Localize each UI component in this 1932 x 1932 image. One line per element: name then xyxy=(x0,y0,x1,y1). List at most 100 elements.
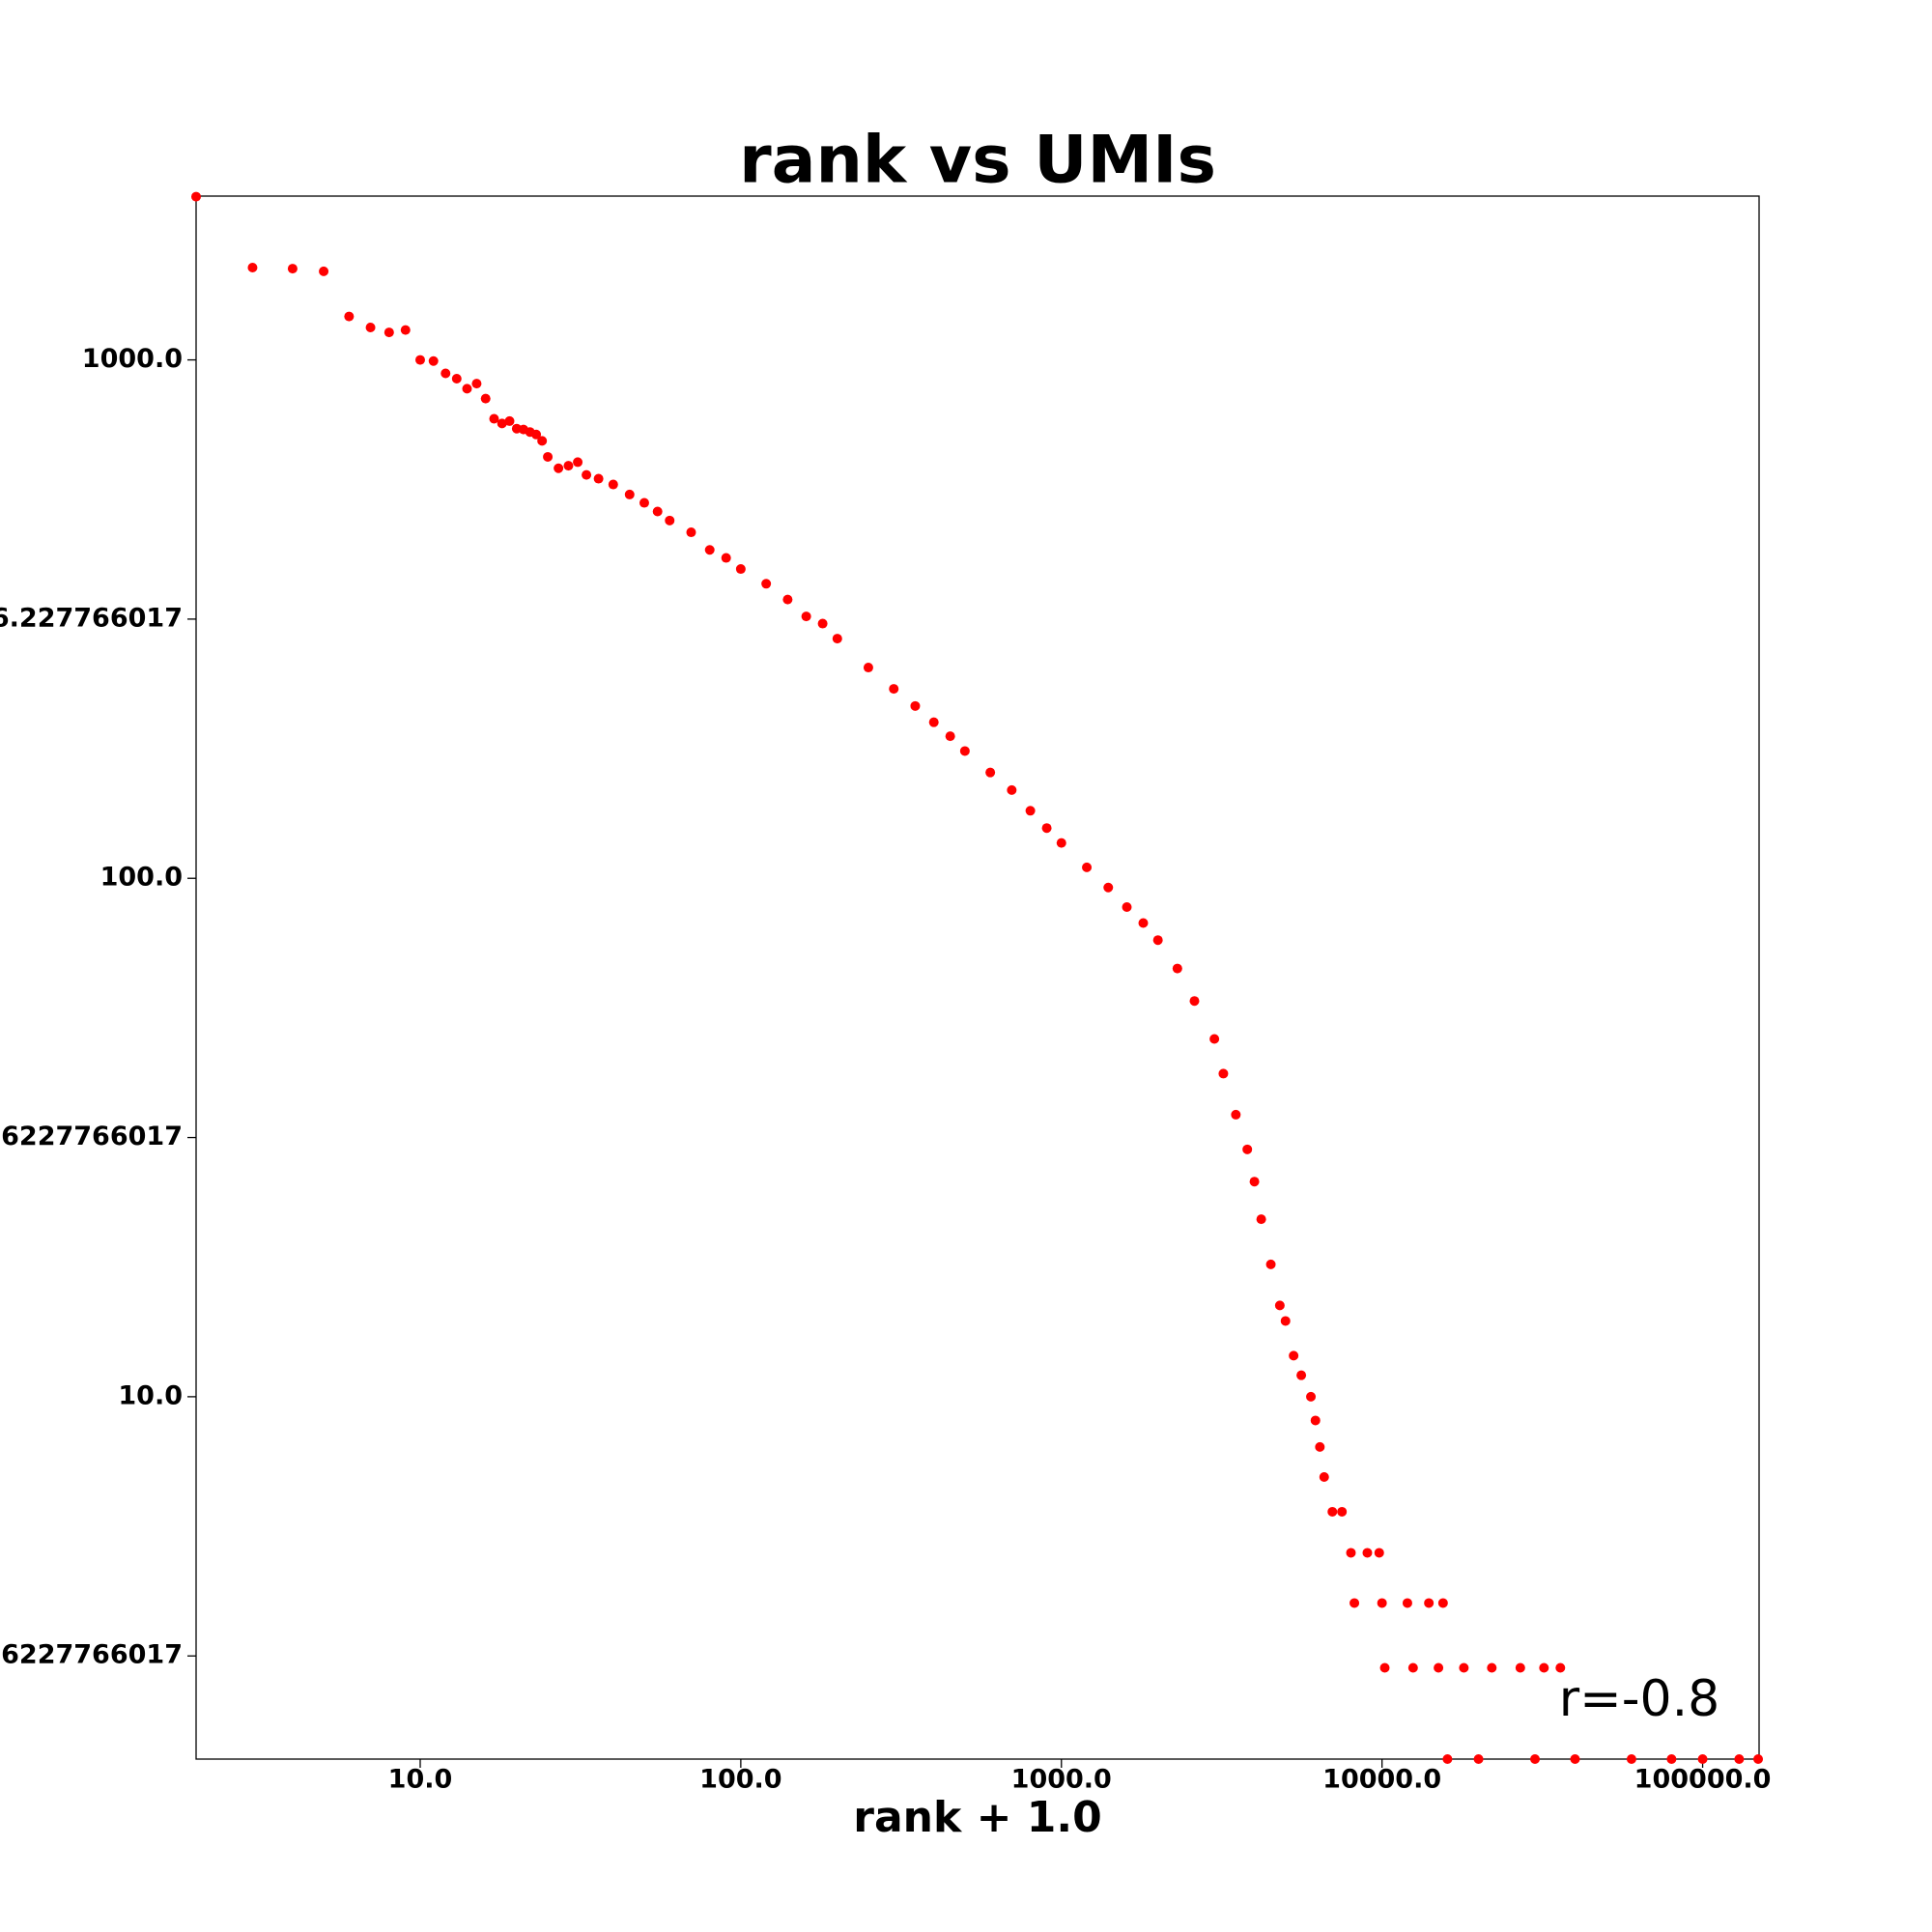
point xyxy=(1515,1662,1525,1673)
point xyxy=(652,506,663,517)
point xyxy=(1315,1441,1325,1452)
y-tick-label: 1000.0 xyxy=(82,344,183,374)
point xyxy=(1337,1506,1348,1517)
point xyxy=(1209,1034,1220,1044)
point xyxy=(344,311,355,322)
point xyxy=(910,700,921,711)
point xyxy=(721,553,731,563)
point xyxy=(497,418,507,429)
point xyxy=(704,545,715,555)
point xyxy=(1374,1548,1384,1558)
x-tick-label: 10.0 xyxy=(388,1765,453,1795)
point xyxy=(287,264,298,274)
point xyxy=(1103,882,1114,893)
point xyxy=(1056,838,1066,848)
annotation: r=-0.8 xyxy=(1559,1670,1719,1728)
point xyxy=(365,322,376,332)
point xyxy=(1310,1415,1321,1426)
point xyxy=(1697,1754,1708,1764)
point xyxy=(573,457,583,468)
point xyxy=(1327,1506,1338,1517)
point xyxy=(817,618,828,629)
point xyxy=(1402,1598,1412,1608)
point xyxy=(1296,1370,1307,1380)
point xyxy=(1041,823,1052,834)
point xyxy=(1265,1259,1276,1269)
point xyxy=(1473,1754,1484,1764)
point xyxy=(1753,1754,1764,1764)
point xyxy=(1434,1662,1444,1673)
plot-frame xyxy=(195,195,1760,1760)
point xyxy=(1555,1662,1566,1673)
point xyxy=(1172,963,1182,974)
point xyxy=(593,473,604,484)
point xyxy=(1122,902,1132,913)
point xyxy=(1242,1144,1253,1154)
point xyxy=(1007,784,1017,795)
point xyxy=(1319,1472,1329,1483)
point xyxy=(1437,1598,1448,1608)
point xyxy=(531,429,542,440)
point xyxy=(1379,1662,1390,1673)
point xyxy=(563,461,574,471)
chart-title: rank vs UMIs xyxy=(739,123,1216,199)
point xyxy=(1082,862,1093,872)
point xyxy=(1570,1754,1580,1764)
point xyxy=(1530,1754,1541,1764)
point xyxy=(471,379,482,389)
point xyxy=(191,191,201,202)
point xyxy=(1407,1662,1418,1673)
x-tick-label: 100000.0 xyxy=(1634,1765,1772,1795)
point xyxy=(451,374,462,384)
point xyxy=(1249,1177,1260,1187)
point xyxy=(1274,1300,1285,1311)
point xyxy=(400,325,411,335)
point xyxy=(440,368,451,379)
point xyxy=(247,262,258,272)
x-tick-label: 1000.0 xyxy=(1011,1765,1112,1795)
point xyxy=(959,746,970,756)
point xyxy=(504,415,515,426)
point xyxy=(1626,1754,1636,1764)
point xyxy=(543,451,554,462)
point xyxy=(761,579,772,589)
point xyxy=(462,384,472,394)
point xyxy=(889,684,899,695)
point xyxy=(537,436,548,446)
point xyxy=(624,489,635,499)
y-tick-label: 100.0 xyxy=(100,863,183,893)
point xyxy=(554,463,564,473)
point xyxy=(414,355,425,365)
point xyxy=(639,497,649,508)
point xyxy=(1424,1598,1435,1608)
point xyxy=(801,611,811,622)
point xyxy=(608,479,618,490)
point xyxy=(1377,1598,1387,1608)
point xyxy=(1459,1662,1469,1673)
point xyxy=(1666,1754,1677,1764)
point xyxy=(1256,1214,1266,1225)
point xyxy=(384,327,394,338)
point xyxy=(665,515,675,526)
point xyxy=(428,355,439,366)
point xyxy=(1231,1109,1241,1120)
point xyxy=(319,266,329,276)
y-tick-label: 3.16227766017 xyxy=(0,1640,183,1670)
point xyxy=(489,413,499,424)
point xyxy=(832,634,842,644)
y-tick-label: 31.6227766017 xyxy=(0,1122,183,1151)
point xyxy=(928,717,939,727)
point xyxy=(1442,1754,1453,1764)
point xyxy=(686,527,696,538)
point xyxy=(1306,1391,1317,1402)
point xyxy=(1138,918,1149,928)
y-tick-label: 10.0 xyxy=(118,1380,183,1410)
point xyxy=(1734,1754,1745,1764)
point xyxy=(1539,1662,1549,1673)
x-axis-label: rank + 1.0 xyxy=(853,1793,1101,1842)
point xyxy=(945,731,955,742)
x-tick-label: 10000.0 xyxy=(1322,1765,1441,1795)
point xyxy=(1487,1662,1497,1673)
point xyxy=(735,564,746,575)
